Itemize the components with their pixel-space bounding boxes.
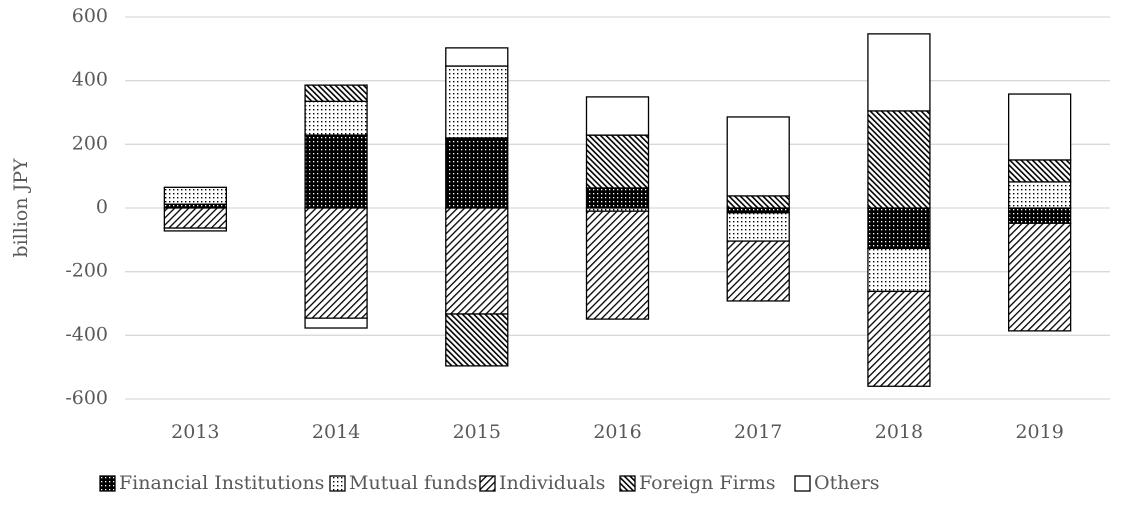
bar-segment <box>304 84 368 103</box>
x-tick-label: 2014 <box>312 421 360 443</box>
bar-segment <box>445 137 509 209</box>
bar-segment <box>726 212 790 242</box>
legend-swatch <box>99 475 116 492</box>
bar-segment <box>163 186 228 205</box>
x-tick-label: 2019 <box>1015 421 1063 443</box>
y-tick-label: 0 <box>96 196 108 218</box>
bar-segment <box>726 240 790 302</box>
x-tick-label: 2015 <box>453 421 501 443</box>
bar-segment <box>1007 159 1072 183</box>
bar-segment <box>585 187 650 209</box>
bar-segment <box>304 100 368 136</box>
y-tick-label: 200 <box>72 132 108 154</box>
legend-label: Financial Institutions <box>119 472 324 494</box>
bar-segment <box>585 134 650 189</box>
y-tick-label: 600 <box>72 5 108 27</box>
bar-segment <box>867 33 931 112</box>
x-tick-label: 2016 <box>593 421 641 443</box>
legend-label: Mutual funds <box>349 472 477 494</box>
y-axis-label: billion JPY <box>10 158 32 258</box>
bar-segment <box>445 207 509 315</box>
bar-segment <box>304 317 368 329</box>
legend-swatch <box>479 475 496 492</box>
bar-segment <box>445 313 509 367</box>
legend-swatch <box>619 475 636 492</box>
bar-segment <box>585 96 650 136</box>
y-tick-label: -200 <box>65 260 108 282</box>
bar-segment <box>867 110 931 209</box>
x-tick-label: 2018 <box>875 421 923 443</box>
bar-segment <box>585 210 650 320</box>
legend-swatch <box>329 475 346 492</box>
legend-label: Individuals <box>499 472 605 494</box>
bar-segment <box>867 247 931 293</box>
bar-segment <box>304 207 368 319</box>
bar-segment <box>445 47 509 67</box>
bar-segment <box>1007 222 1072 332</box>
legend-label: Others <box>814 472 880 494</box>
bar-segment <box>726 195 790 209</box>
bar-segment <box>726 207 790 214</box>
bar-segment <box>163 207 228 229</box>
x-tick-label: 2017 <box>734 421 782 443</box>
bar-segment <box>726 116 790 197</box>
bar-segment <box>445 65 509 139</box>
bar-segment <box>1007 181 1072 209</box>
bar-segment <box>304 134 368 209</box>
bar-segment <box>867 290 931 387</box>
bar-segment <box>1007 93 1072 161</box>
legend-swatch <box>794 475 811 492</box>
y-tick-label: 400 <box>72 69 108 91</box>
bar-segment <box>1007 207 1072 224</box>
x-tick-label: 2013 <box>171 421 219 443</box>
y-tick-label: -400 <box>65 323 108 345</box>
legend-label: Foreign Firms <box>639 472 776 494</box>
bar-segment <box>163 227 228 232</box>
bar-segment <box>867 207 931 250</box>
y-tick-label: -600 <box>65 387 108 409</box>
